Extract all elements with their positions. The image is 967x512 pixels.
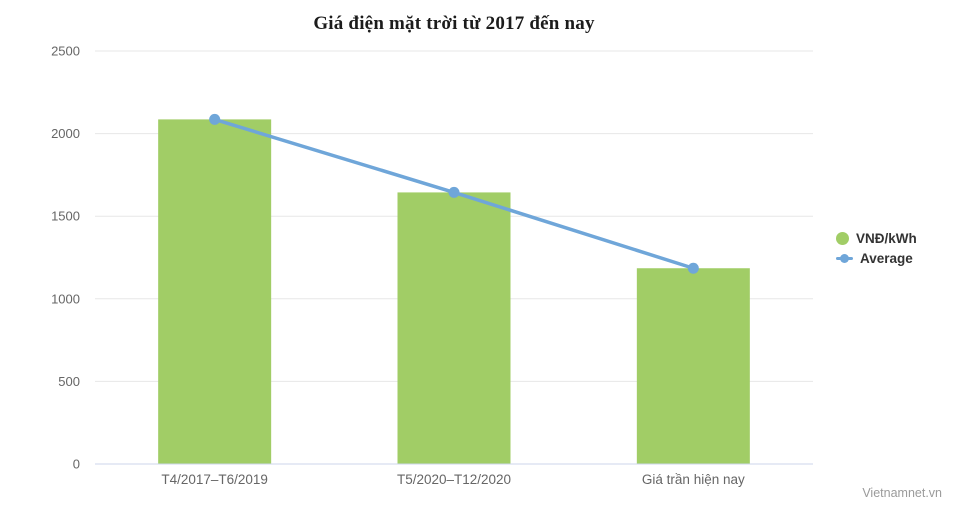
y-axis-label: 2500 (51, 44, 80, 59)
x-axis-label: T5/2020–T12/2020 (397, 472, 511, 487)
bar[interactable] (158, 119, 272, 465)
credits-watermark[interactable]: Vietnamnet.vn (862, 486, 942, 500)
line-series-marker-icon (836, 252, 853, 265)
y-axis-label: 1000 (51, 291, 80, 306)
y-axis-label: 2000 (51, 126, 80, 141)
legend: VNĐ/kWh Average (836, 231, 917, 266)
average-point[interactable] (687, 262, 699, 274)
average-point[interactable] (209, 113, 221, 125)
bar[interactable] (636, 268, 750, 464)
legend-label-vnd-kwh: VNĐ/kWh (856, 231, 917, 246)
y-axis-label: 1500 (51, 209, 80, 224)
bar-series-marker-icon (836, 232, 849, 245)
x-axis-label: Giá trần hiện nay (642, 472, 745, 487)
legend-item-average[interactable]: Average (836, 251, 917, 266)
legend-item-vnd-kwh[interactable]: VNĐ/kWh (836, 231, 917, 246)
chart-title: Giá điện mặt trời từ 2017 đến nay (313, 13, 595, 34)
average-point[interactable] (448, 186, 460, 198)
legend-label-average: Average (860, 251, 913, 266)
bar[interactable] (397, 192, 511, 464)
x-axis-label: T4/2017–T6/2019 (161, 472, 268, 487)
y-axis-label: 0 (73, 457, 80, 472)
y-axis-label: 500 (58, 374, 80, 389)
